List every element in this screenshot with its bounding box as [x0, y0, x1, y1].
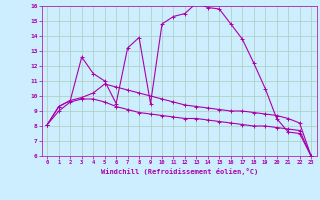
X-axis label: Windchill (Refroidissement éolien,°C): Windchill (Refroidissement éolien,°C) [100, 168, 258, 175]
